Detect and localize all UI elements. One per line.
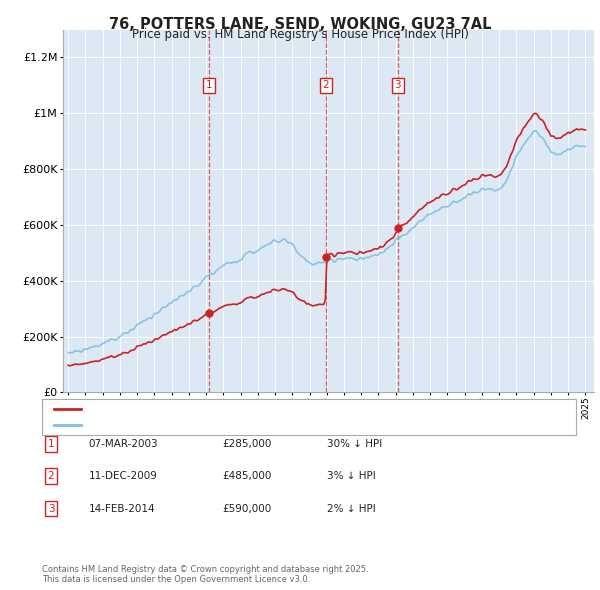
Text: 2: 2 — [322, 80, 329, 90]
Text: 3% ↓ HPI: 3% ↓ HPI — [327, 471, 376, 481]
Text: Contains HM Land Registry data © Crown copyright and database right 2025.
This d: Contains HM Land Registry data © Crown c… — [42, 565, 368, 584]
Text: 11-DEC-2009: 11-DEC-2009 — [89, 471, 158, 481]
Text: 76, POTTERS LANE, SEND, WOKING, GU23 7AL: 76, POTTERS LANE, SEND, WOKING, GU23 7AL — [109, 17, 491, 31]
Text: £485,000: £485,000 — [222, 471, 271, 481]
Text: 3: 3 — [394, 80, 401, 90]
Text: 30% ↓ HPI: 30% ↓ HPI — [327, 439, 382, 448]
Text: 76, POTTERS LANE, SEND, WOKING, GU23 7AL (detached house): 76, POTTERS LANE, SEND, WOKING, GU23 7AL… — [85, 404, 402, 414]
Text: £285,000: £285,000 — [222, 439, 271, 448]
Text: 07-MAR-2003: 07-MAR-2003 — [89, 439, 158, 448]
Text: £590,000: £590,000 — [222, 504, 271, 513]
Text: 1: 1 — [47, 439, 55, 448]
Text: 3: 3 — [47, 504, 55, 513]
Text: Price paid vs. HM Land Registry's House Price Index (HPI): Price paid vs. HM Land Registry's House … — [131, 28, 469, 41]
Text: HPI: Average price, detached house, Guildford: HPI: Average price, detached house, Guil… — [85, 420, 311, 430]
Text: 2% ↓ HPI: 2% ↓ HPI — [327, 504, 376, 513]
Text: 2: 2 — [47, 471, 55, 481]
Text: 14-FEB-2014: 14-FEB-2014 — [89, 504, 155, 513]
Text: 1: 1 — [206, 80, 212, 90]
